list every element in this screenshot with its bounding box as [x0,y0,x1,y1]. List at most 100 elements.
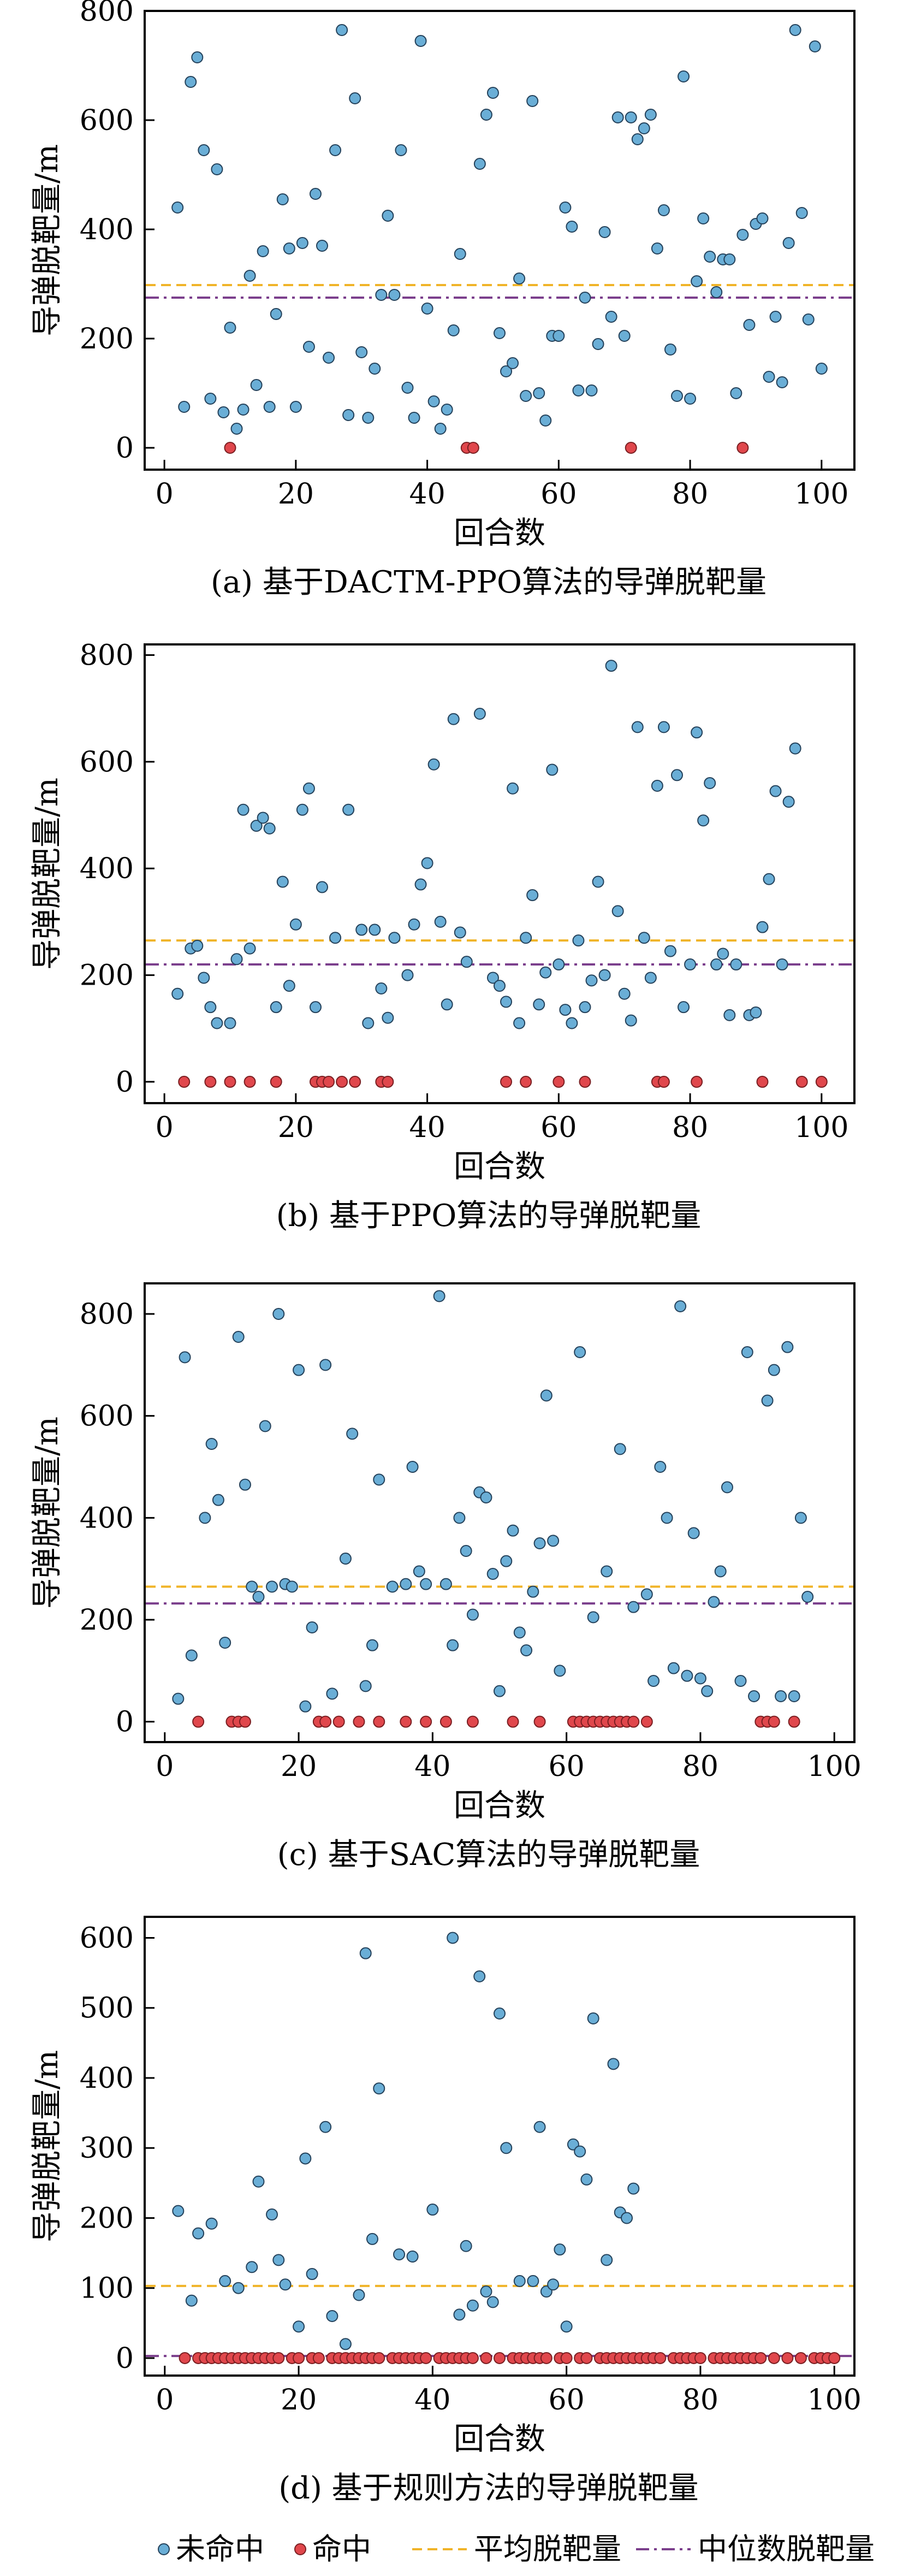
miss-point [574,2145,586,2158]
plot-frame [144,1282,856,1743]
x-tick-label: 20 [278,1111,314,1144]
hit-point [625,442,637,454]
miss-point [494,1685,506,1697]
miss-point [592,875,604,888]
miss-point [768,1364,780,1376]
miss-point [192,2227,205,2240]
hit-point [788,1715,800,1728]
miss-point [283,980,295,992]
miss-point [366,2232,378,2245]
miss-point [789,24,801,36]
miss-point [546,763,559,776]
miss-point [631,721,644,733]
hit-point [553,1075,565,1088]
miss-point [782,237,795,249]
miss-point [257,812,269,824]
miss-point [605,660,617,672]
miss-point [697,212,710,224]
miss-point [447,713,460,725]
miss-point [480,2285,492,2298]
miss-point [185,76,197,88]
miss-point [217,406,230,418]
panel-caption: (a) 基于DACTM-PPO算法的导弹脱靶量 [211,565,767,600]
y-tick-label: 0 [116,2342,134,2375]
y-tick-label: 200 [80,323,134,356]
miss-point [671,390,683,402]
hit-point [239,1715,251,1728]
miss-point [500,1555,513,1567]
miss-point [579,1001,591,1014]
x-axis-label: 回合数 [454,2421,545,2457]
hit-point [420,2352,432,2364]
miss-point [359,1947,372,1959]
legend-miss-label: 未命中 [176,2532,264,2566]
miss-point [704,777,716,789]
miss-point [769,311,782,323]
miss-point [460,2240,472,2252]
miss-point [230,953,243,966]
miss-point [296,803,308,816]
miss-point [507,1524,519,1537]
miss-point [526,95,539,107]
miss-point [494,2007,506,2020]
miss-point [306,2268,318,2281]
miss-point [486,1568,499,1580]
miss-point [601,1565,613,1578]
miss-point [533,387,545,399]
miss-point [598,226,611,238]
miss-point [375,982,388,994]
x-tick-label: 20 [281,2384,317,2417]
miss-point [661,1512,673,1524]
miss-point [566,221,578,233]
x-tick-label: 80 [682,2384,718,2417]
hit-point [293,2352,305,2364]
miss-point [611,111,624,123]
miss-point [533,2121,546,2133]
hit-point [736,442,749,454]
hit-point [466,1715,479,1728]
miss-point [559,1004,572,1016]
miss-point [326,2309,338,2322]
miss-point [237,803,249,816]
miss-point [414,35,427,47]
miss-point [651,779,663,792]
hit-point [243,1075,256,1088]
hit-point [332,1715,345,1728]
miss-point [540,1389,553,1402]
x-tick-label: 20 [281,1750,317,1783]
miss-point [316,881,328,893]
miss-point [500,365,513,377]
hit-point [224,442,236,454]
hit-point [794,2352,807,2364]
miss-point [454,926,466,939]
miss-point [353,2289,365,2301]
miss-point [611,905,624,917]
miss-point [585,974,598,987]
miss-point [388,289,401,301]
miss-point [309,1001,322,1014]
legend-hit-marker [294,2543,306,2555]
miss-point [687,1527,700,1539]
miss-point [204,393,217,405]
miss-point [250,820,263,832]
miss-point [691,275,703,287]
miss-point [507,357,519,369]
panel-d: 0 20 40 60 80 100 0 100 200 300 400 500 600 回合数 导弹脱靶量/… [29,1916,862,2506]
miss-point [426,2204,439,2216]
miss-point [276,193,289,205]
miss-point [809,40,821,52]
miss-point [243,942,256,955]
miss-point [756,212,769,224]
hit-point [224,1075,236,1088]
miss-point [339,1553,352,1565]
miss-point [211,163,223,175]
x-tick-label: 0 [156,478,174,511]
x-tick-label: 80 [672,1111,708,1144]
miss-point [250,379,263,391]
miss-point [647,1675,660,1687]
miss-point [480,109,492,121]
miss-point [466,1608,479,1621]
miss-point [631,133,644,145]
miss-point [257,245,269,257]
miss-point [400,1578,412,1590]
